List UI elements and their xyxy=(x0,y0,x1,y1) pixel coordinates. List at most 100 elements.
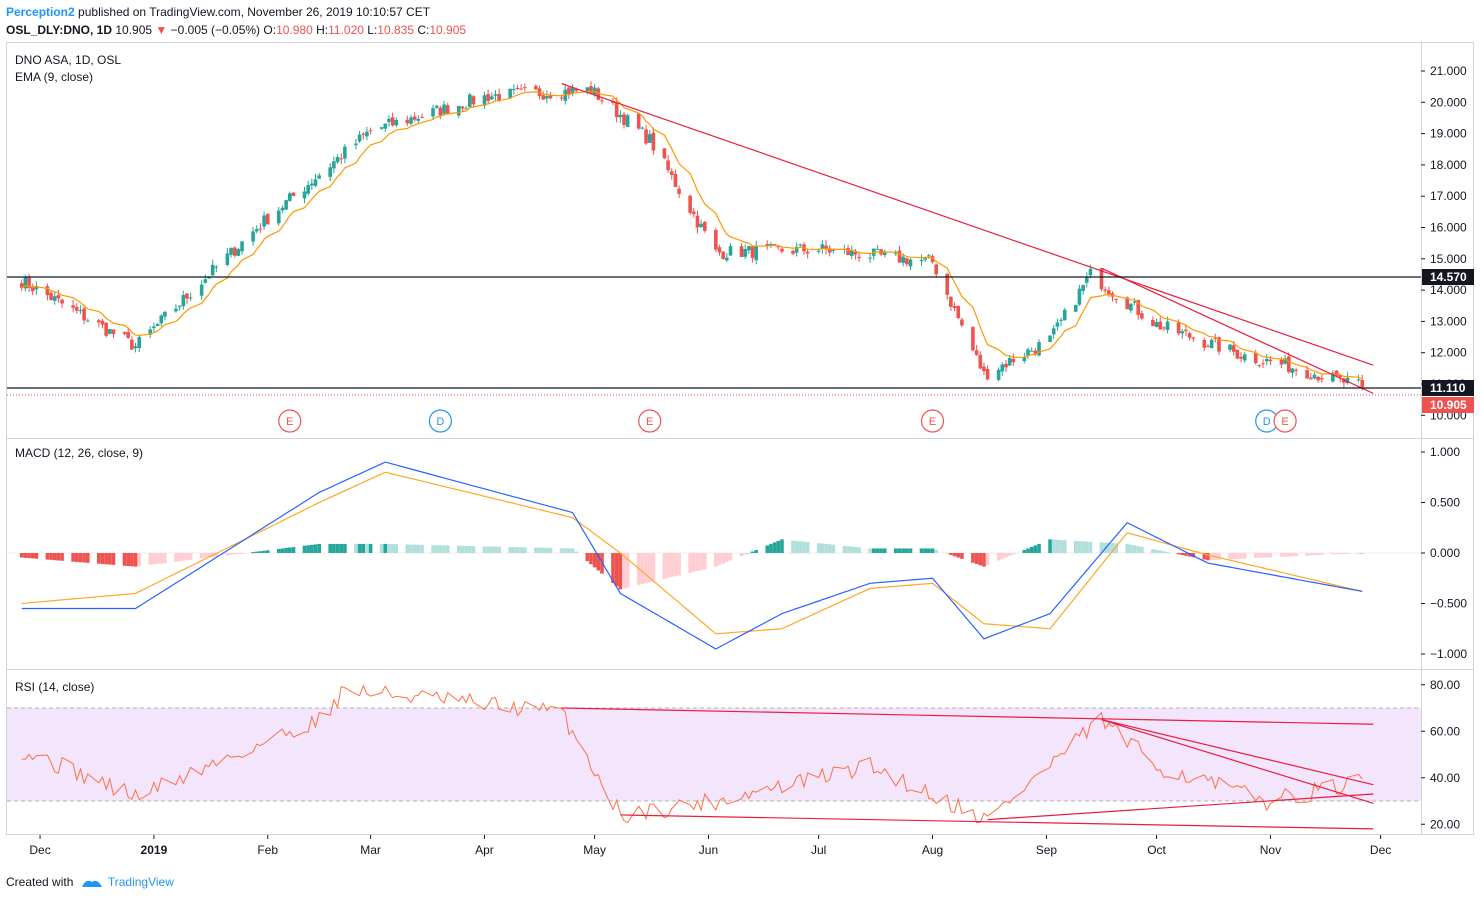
candle-body xyxy=(662,148,667,159)
candle xyxy=(717,244,722,256)
candle xyxy=(1099,267,1104,292)
candle xyxy=(56,289,61,303)
earnings-marker[interactable]: E xyxy=(920,409,945,433)
candle-body xyxy=(1158,321,1163,330)
candle-body xyxy=(1088,268,1093,276)
candle xyxy=(493,90,498,101)
ema-legend[interactable]: EMA (9, close) xyxy=(15,70,94,84)
candle-body xyxy=(585,87,590,92)
candle xyxy=(126,328,130,339)
macd-legend[interactable]: MACD (12, 26, close, 9) xyxy=(15,446,144,460)
macd-histogram-bar xyxy=(703,553,707,570)
candle-body xyxy=(467,94,472,107)
candle-body xyxy=(515,88,520,90)
symbol-label[interactable]: OSL_DLY:DNO, 1D xyxy=(6,23,113,37)
time-axis-label: Dec xyxy=(1370,843,1391,857)
ohlc-line: OSL_DLY:DNO, 1D 10.905 ▼ −0.005 (−0.05%)… xyxy=(6,23,466,37)
price-trendline-2[interactable] xyxy=(1101,267,1374,394)
earnings-marker[interactable]: E xyxy=(638,409,662,433)
candle-body xyxy=(570,87,575,93)
time-axis-label: Jul xyxy=(811,843,826,857)
candle xyxy=(765,240,770,250)
candle xyxy=(357,130,362,143)
candle-body xyxy=(769,243,773,245)
rsi-legend[interactable]: RSI (14, close) xyxy=(15,680,95,694)
candle-body xyxy=(905,258,909,265)
macd-histogram-bar xyxy=(739,553,744,557)
candle-body xyxy=(1084,277,1089,283)
price-axis-tick-label: 14.000 xyxy=(1430,283,1467,297)
candle-body xyxy=(27,276,31,288)
footer-brand-link[interactable]: TradingView xyxy=(107,875,174,889)
macd-axis-tick-label: 1.000 xyxy=(1430,445,1460,459)
candle-body xyxy=(291,192,296,196)
candle-body xyxy=(45,286,50,296)
candle-body xyxy=(464,108,468,110)
candle xyxy=(692,207,696,218)
macd-histogram-bar xyxy=(262,550,266,553)
macd-histogram-bar xyxy=(1253,553,1258,559)
candle xyxy=(714,227,718,253)
candle-body xyxy=(1129,303,1133,311)
low-value: 10.835 xyxy=(377,23,414,37)
macd-series-group xyxy=(19,461,1365,650)
time-axis-label: Mar xyxy=(360,843,381,857)
macd-histogram-bar xyxy=(699,553,703,571)
candle-body xyxy=(1051,328,1056,335)
candle xyxy=(232,246,237,258)
candle-body xyxy=(952,306,957,308)
time-axis-label: Oct xyxy=(1147,843,1166,857)
candle-body xyxy=(30,287,35,292)
macd-histogram-bar xyxy=(1077,541,1082,553)
author-link[interactable]: Perception2 xyxy=(6,5,75,19)
candle-body xyxy=(456,105,461,116)
rsi-trendline-2[interactable] xyxy=(620,814,1374,830)
earnings-marker-circle xyxy=(920,409,945,433)
macd-histogram-bar xyxy=(754,549,759,553)
candle-body xyxy=(482,95,487,106)
rsi-trendline-5[interactable] xyxy=(1101,719,1374,804)
rsi-trendline-1[interactable] xyxy=(561,707,1374,725)
rsi-trendline-4[interactable] xyxy=(1101,719,1374,786)
candle xyxy=(1081,284,1085,295)
candle xyxy=(614,97,619,123)
candle-body xyxy=(130,339,134,350)
macd-histogram-bar xyxy=(1345,553,1350,554)
candle-body xyxy=(365,131,369,137)
macd-histogram-bar xyxy=(769,543,773,553)
dividend-marker[interactable]: D xyxy=(428,409,452,433)
candle xyxy=(420,113,424,119)
macd-histogram-bar xyxy=(879,548,883,553)
candle-body xyxy=(1165,321,1170,330)
candle-body xyxy=(262,215,266,227)
candle-body xyxy=(1305,369,1309,379)
macd-histogram-bar xyxy=(534,547,538,553)
macd-histogram-bar xyxy=(420,544,424,553)
candle-body xyxy=(19,283,24,288)
earnings-marker[interactable]: E xyxy=(278,409,302,433)
candle-body xyxy=(1283,358,1287,364)
candle xyxy=(1140,310,1144,321)
macd-histogram-bar xyxy=(930,548,935,553)
resistance-badge xyxy=(1422,269,1474,285)
earnings-marker[interactable]: E xyxy=(1273,409,1297,433)
candle-body xyxy=(1099,268,1104,290)
candle-body xyxy=(1342,378,1346,383)
rsi-axis-tick-label: 20.00 xyxy=(1430,817,1460,831)
candle-body xyxy=(673,173,678,187)
macd-histogram-bar xyxy=(908,548,913,553)
macd-histogram-bar xyxy=(1162,551,1166,553)
candle-body xyxy=(805,251,810,254)
macd-histogram-bar xyxy=(265,550,270,553)
macd-histogram-bar xyxy=(177,553,182,562)
candle-body xyxy=(545,96,549,99)
macd-histogram-bar xyxy=(882,548,887,553)
macd-histogram-bar xyxy=(365,543,369,553)
candle-body xyxy=(776,246,781,248)
candle xyxy=(794,242,799,257)
candle-body xyxy=(199,284,204,296)
price-trendline-1[interactable] xyxy=(561,82,1374,366)
rsi-trendline-3[interactable] xyxy=(987,793,1374,821)
candle xyxy=(1257,364,1262,368)
